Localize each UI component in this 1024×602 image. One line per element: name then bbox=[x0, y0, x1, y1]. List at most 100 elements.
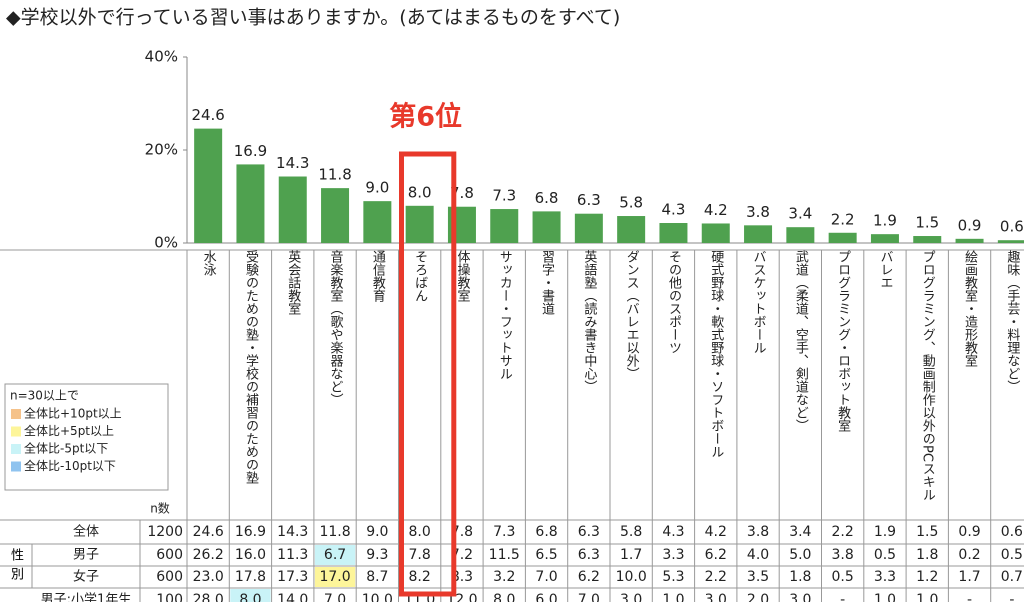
table-cell: 7.2 bbox=[451, 547, 473, 563]
value-label: 14.3 bbox=[276, 154, 309, 172]
annotation: 第6位 bbox=[389, 101, 462, 133]
table-cell: 23.0 bbox=[193, 569, 224, 585]
x-tick-label: 英会話教室 bbox=[285, 250, 301, 315]
x-tick-label: そろばん bbox=[412, 250, 428, 302]
table-cell: 3.8 bbox=[832, 547, 854, 563]
bar bbox=[194, 128, 223, 243]
table-cell: 8.0 bbox=[239, 592, 261, 602]
table-cell: 6.7 bbox=[324, 547, 346, 563]
n-cell: 1200 bbox=[147, 524, 183, 540]
x-tick-label: サッカー・フットサル bbox=[496, 250, 512, 380]
table-cell: 1.0 bbox=[916, 592, 938, 602]
table-cell: 17.3 bbox=[277, 569, 308, 585]
legend-swatch bbox=[11, 461, 21, 472]
row-label: 全体 bbox=[73, 524, 99, 540]
table-cell: 7.0 bbox=[578, 592, 600, 602]
x-tick-label: プログラミング・ロボット教室 bbox=[835, 250, 851, 432]
value-label: 4.3 bbox=[662, 201, 686, 219]
table-cell: 9.3 bbox=[366, 547, 388, 563]
value-label: 16.9 bbox=[234, 142, 267, 160]
table-cell: 6.2 bbox=[578, 569, 600, 585]
table-cell: 8.0 bbox=[493, 592, 515, 602]
bar bbox=[828, 232, 857, 243]
category-cell: 体操教室 bbox=[441, 250, 483, 518]
table-cell: 14.3 bbox=[277, 524, 308, 540]
category-cell: 受験のための塾・学校の補習のための塾 bbox=[229, 250, 271, 518]
category-cell: バスケットボール bbox=[737, 250, 779, 518]
table-cell: 10.0 bbox=[362, 592, 393, 602]
table-cell: 24.6 bbox=[193, 524, 224, 540]
legend-swatch bbox=[11, 444, 21, 454]
table-cell: 3.0 bbox=[620, 592, 642, 602]
legend-label: 全体比+10pt以上 bbox=[24, 406, 122, 421]
legend-swatch bbox=[11, 426, 21, 437]
n-cell: 600 bbox=[156, 569, 183, 585]
table-cell: 6.3 bbox=[578, 547, 600, 563]
value-label: 4.2 bbox=[704, 201, 728, 219]
legend-label: 全体比-5pt以下 bbox=[24, 441, 108, 456]
category-cell: 習字・書道 bbox=[525, 250, 567, 518]
table-cell: 1.7 bbox=[958, 569, 980, 585]
table-cell: 11.3 bbox=[277, 547, 308, 563]
table-cell: 7.0 bbox=[324, 592, 346, 602]
table-cell: 4.2 bbox=[705, 524, 727, 540]
table-cell: 0.7 bbox=[1001, 569, 1023, 585]
table-cell: 6.3 bbox=[578, 524, 600, 540]
row-label: 女子 bbox=[73, 569, 99, 585]
category-cell: 英会話教室 bbox=[272, 250, 314, 518]
bar bbox=[997, 240, 1024, 243]
value-label: 7.3 bbox=[492, 187, 516, 205]
table-cell: 1.8 bbox=[916, 547, 938, 563]
bar bbox=[786, 227, 815, 243]
value-label: 9.0 bbox=[365, 179, 389, 197]
x-tick-label: 絵画教室・造形教室 bbox=[962, 250, 978, 367]
table-cell: 17.0 bbox=[319, 569, 350, 585]
table-cell: 0.6 bbox=[1001, 524, 1023, 540]
table-cell: 3.0 bbox=[705, 592, 727, 602]
table-cell: 7.8 bbox=[409, 547, 431, 563]
table-cell: 28.0 bbox=[193, 592, 224, 602]
bar bbox=[574, 213, 603, 243]
table-cell: 8.7 bbox=[366, 569, 388, 585]
x-tick-label: 硬式野球・軟式野球・ソフトボール bbox=[708, 250, 724, 458]
table-cell: 6.0 bbox=[535, 592, 557, 602]
bar bbox=[363, 201, 392, 243]
table-cell: 0.9 bbox=[958, 524, 980, 540]
x-tick-label: ダンス（バレエ以外） bbox=[623, 250, 639, 380]
table-cell: 3.4 bbox=[789, 524, 811, 540]
y-tick-label: 0% bbox=[154, 234, 178, 252]
table-cell: 5.0 bbox=[789, 547, 811, 563]
table-cell: 3.0 bbox=[789, 592, 811, 602]
table-cell: 7.8 bbox=[451, 524, 473, 540]
category-cell: その他のスポーツ bbox=[652, 250, 694, 518]
value-label: 8.0 bbox=[408, 183, 432, 201]
table-cell: 1.0 bbox=[874, 592, 896, 602]
table-cell: 5.3 bbox=[662, 569, 684, 585]
table-cell: 1.7 bbox=[620, 547, 642, 563]
table-cell: 4.3 bbox=[662, 524, 684, 540]
cell-highlight bbox=[314, 545, 356, 565]
table-cell: 7.0 bbox=[535, 569, 557, 585]
table-cell: 14.0 bbox=[277, 592, 308, 602]
category-cell: ダンス（バレエ以外） bbox=[610, 250, 652, 518]
value-label: 1.9 bbox=[873, 212, 897, 230]
x-tick-label: 音楽教室（歌や楽器など） bbox=[327, 250, 343, 406]
table-cell: 0.5 bbox=[874, 547, 896, 563]
table-cell: 9.0 bbox=[366, 524, 388, 540]
table-cell: - bbox=[967, 592, 972, 602]
bar bbox=[701, 223, 730, 243]
table-cell: 8.3 bbox=[451, 569, 473, 585]
x-tick-label: バスケットボール bbox=[750, 250, 766, 354]
category-cell: 武道（柔道、空手、剣道など） bbox=[779, 250, 821, 518]
bar bbox=[744, 225, 773, 243]
table-cell: 3.2 bbox=[493, 569, 515, 585]
legend-title: n=30以上で bbox=[10, 389, 79, 403]
x-tick-label: 習字・書道 bbox=[539, 250, 555, 315]
table-cell: - bbox=[840, 592, 845, 602]
x-tick-label: 武道（柔道、空手、剣道など） bbox=[792, 250, 808, 432]
table-cell: 11.5 bbox=[489, 547, 520, 563]
table-cell: - bbox=[1009, 592, 1014, 602]
bar bbox=[236, 164, 265, 243]
bar bbox=[955, 238, 984, 243]
